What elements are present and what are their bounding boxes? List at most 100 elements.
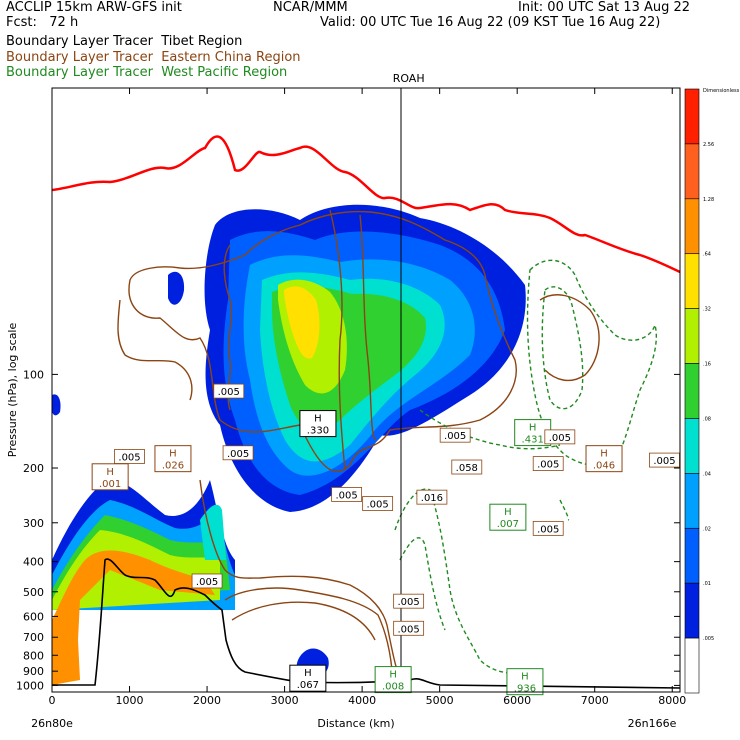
high-letter-0: H (314, 414, 322, 425)
colorbar-label-3: .64 (703, 252, 711, 258)
y-tick-label-300: 300 (23, 517, 44, 530)
colorbar-segment-1 (684, 143, 700, 200)
high-box-8 (374, 666, 412, 694)
y-tick-label-100: 100 (23, 368, 44, 381)
contour-label-8: .005 (537, 460, 559, 471)
colorbar-segment-3 (684, 253, 700, 309)
colorbar-label-10: .005 (703, 636, 714, 642)
y-tick-label-600: 600 (23, 610, 44, 623)
colorbar-label-4: .32 (703, 307, 711, 313)
colorbar-label-9: .01 (703, 581, 711, 587)
ec-contour-low-3 (231, 601, 376, 641)
colorbar-segment-7 (684, 473, 700, 529)
contour-label-6: .005 (444, 431, 466, 442)
x-tick-label-3000: 3000 (271, 694, 299, 707)
contour-label-box-11 (532, 520, 564, 536)
west-pacific-contours (394, 259, 657, 674)
contour-label-2: .005 (118, 452, 140, 463)
left-endpoint-label: 26n80e (31, 717, 73, 730)
colorbar-label-2: 1.28 (703, 197, 714, 203)
legend-tibet: Boundary Layer Tracer Tibet Region (6, 34, 243, 49)
header-valid: Valid: 00 UTC Tue 16 Aug 22 (09 KST Tue … (320, 15, 661, 30)
ec-contour-east (539, 294, 600, 382)
ec-contour-low (199, 479, 401, 681)
y-tick-label-700: 700 (23, 631, 44, 644)
wp-contour-low-2 (399, 537, 446, 631)
right-endpoint-label: 26n166e (628, 717, 677, 730)
header-fcst: Fcst: 72 h (6, 15, 79, 30)
high-letter-4: H (529, 423, 537, 434)
x-tick-label-8000: 8000 (658, 694, 686, 707)
ec-contour-mid-column-2 (359, 214, 376, 441)
contour-label-4: .005 (366, 499, 388, 510)
colorbar-segment-8 (684, 527, 700, 584)
contour-label-7: .058 (456, 463, 478, 474)
contour-label-13: .005 (398, 597, 420, 608)
contour-label-box-10 (649, 452, 680, 468)
colorbar-segment-4 (684, 308, 700, 364)
plot-fill-layer (52, 204, 526, 685)
contour-label-9: .005 (549, 433, 571, 444)
high-box-5 (489, 503, 527, 531)
contour-label-11: .005 (537, 524, 559, 535)
wp-contour-mid (419, 409, 561, 450)
colorbar-segment-9 (684, 582, 700, 639)
high-letter-5: H (504, 507, 512, 518)
tibet-contours (52, 558, 680, 689)
colorbar-label-6: .08 (703, 416, 711, 422)
contour-label-box-8 (532, 456, 564, 471)
ec-contour-low-2 (224, 587, 393, 671)
wp-contour-low-3 (559, 499, 570, 521)
colorbar-label-8: .02 (703, 526, 711, 532)
x-axis-label: Distance (km) (317, 717, 394, 730)
colorbar-segment-5 (684, 363, 700, 419)
wp-contour-low (394, 488, 521, 674)
colorbar-segment-0 (684, 88, 700, 145)
y-tick-label-1000: 1000 (16, 679, 44, 692)
x-tick-label-0: 0 (49, 694, 56, 707)
high-value-5: .007 (497, 519, 519, 530)
contour-label-box-0 (213, 383, 245, 399)
tibet-cell-west (168, 271, 185, 305)
high-value-6: .936 (514, 684, 536, 695)
high-letter-8: H (389, 670, 397, 681)
high-box-2 (154, 445, 192, 473)
high-value-1: .001 (99, 479, 121, 490)
high-value-7: .067 (297, 680, 319, 691)
tibet-plume-shade-07 (284, 286, 320, 359)
ec-contour-west (117, 299, 193, 401)
tibet-terrain-contour (52, 558, 680, 689)
contour-label-box-4 (362, 496, 394, 511)
x-tick-label-6000: 6000 (503, 694, 531, 707)
colorbar-segment-2 (684, 198, 700, 255)
high-letter-6: H (521, 672, 529, 683)
eastern-china-contours (117, 209, 600, 681)
contour-label-box-12 (191, 573, 223, 589)
tropopause-line (52, 135, 680, 274)
high-value-8: .008 (382, 682, 404, 693)
y-axis-label: Pressure (hPa), log scale (6, 323, 19, 458)
colorbar-label-5: .16 (703, 362, 711, 368)
high-value-4: .431 (522, 435, 544, 446)
legend-eastern-china: Boundary Layer Tracer Eastern China Regi… (6, 50, 301, 65)
contour-label-14: .005 (398, 624, 420, 635)
contour-label-10: .005 (653, 456, 675, 467)
x-tick-label-2000: 2000 (193, 694, 221, 707)
boundary-layer-shade-05 (52, 550, 215, 660)
high-box-6 (506, 668, 544, 696)
y-tick-label-800: 800 (23, 649, 44, 662)
y-tick-label-900: 900 (23, 665, 44, 678)
x-tick-label-5000: 5000 (426, 694, 454, 707)
wp-contour-east-2 (541, 286, 584, 410)
tibet-cell-left-edge (52, 394, 61, 416)
high-letter-7: H (304, 668, 312, 679)
high-letter-1: H (106, 467, 114, 478)
high-letter-3: H (600, 449, 608, 460)
legend-west-pacific: Boundary Layer Tracer West Pacific Regio… (6, 65, 288, 80)
y-tick-label-500: 500 (23, 586, 44, 599)
contour-label-box-9 (544, 429, 576, 445)
x-tick-label-1000: 1000 (116, 694, 144, 707)
high-value-2: .026 (162, 461, 184, 472)
x-tick-label-4000: 4000 (348, 694, 376, 707)
ec-contour-large (128, 210, 517, 473)
